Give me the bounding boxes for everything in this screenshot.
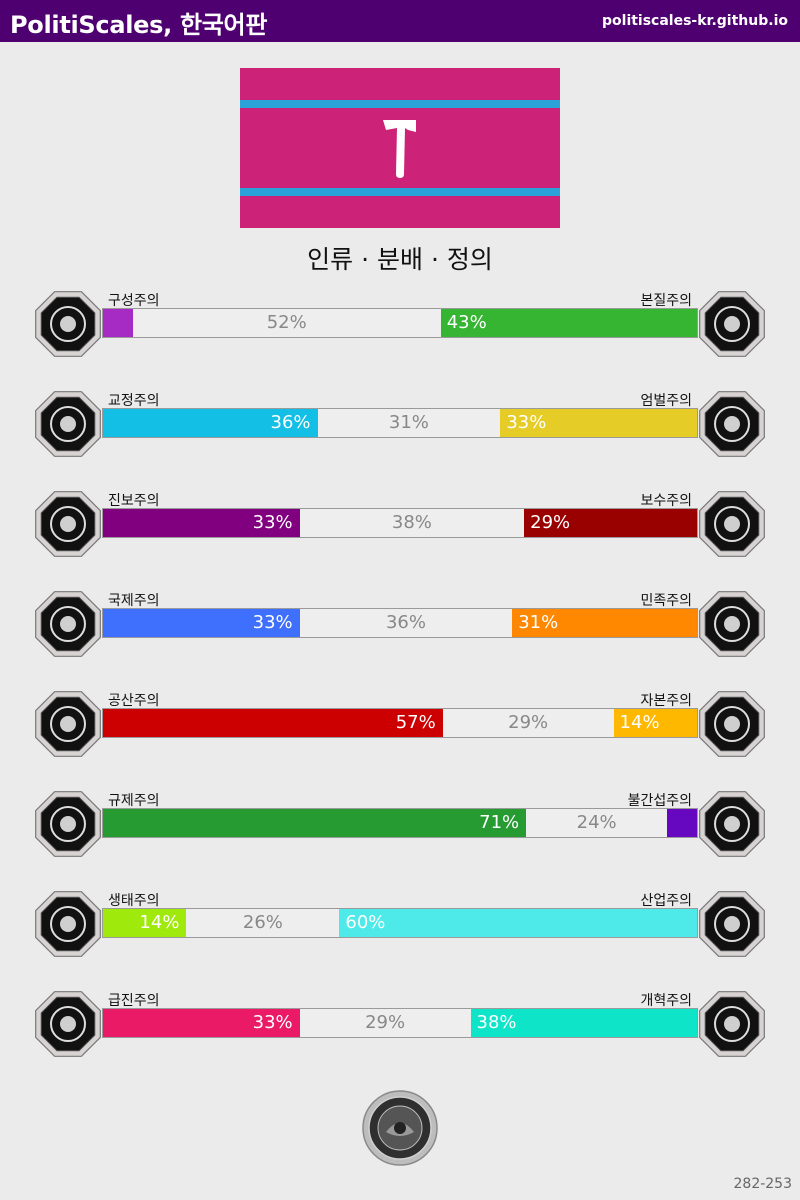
axis-right-label: 산업주의 (640, 893, 692, 909)
hammer-sickle-icon (35, 691, 101, 757)
axis-neutral-percent: 29% (365, 1012, 406, 1033)
result-flag (240, 68, 560, 228)
flower-icon (699, 291, 765, 357)
axis-neutral-percent: 31% (388, 412, 429, 433)
axis-left-percent (102, 308, 126, 338)
fist-icon (35, 991, 101, 1057)
axis-right-percent: 33% (506, 412, 547, 433)
axis-right-segment (524, 509, 697, 537)
axis-neutral-percent: 36% (385, 612, 426, 633)
axis-left-segment (103, 309, 133, 337)
flag-icon (699, 591, 765, 657)
butterfly-icon (699, 791, 765, 857)
axis-left-label: 진보주의 (108, 493, 160, 509)
axis-left-segment (103, 709, 443, 737)
axis-left-label: 교정주의 (108, 393, 160, 409)
axis-right-segment (339, 909, 697, 937)
axis-right-percent (673, 808, 698, 838)
axis-row-ecology-productivism: 생태주의 산업주의 14% 26% 60% (0, 888, 800, 978)
axis-left-percent: 57% (395, 712, 436, 733)
rocket-icon (35, 491, 101, 557)
axis-row-rehabilitative-punitive: 교정주의 엄벌주의 36% 31% 33% (0, 388, 800, 478)
axis-left-percent: 33% (252, 512, 293, 533)
app-header: PolitiScales, 한국어판 politiscales-kr.githu… (0, 0, 800, 42)
axis-bar (102, 608, 698, 638)
handshake-icon (35, 391, 101, 457)
axis-bar (102, 1008, 698, 1038)
ideology-name: 인류 · 분배 · 정의 (307, 245, 493, 274)
axis-left-percent: 33% (252, 1012, 293, 1033)
axis-right-segment (613, 709, 697, 737)
axis-left-percent: 71% (479, 812, 520, 833)
axis-left-label: 생태주의 (108, 893, 160, 909)
axis-right-segment (440, 309, 697, 337)
axis-right-label: 민족주의 (640, 593, 692, 609)
axis-right-percent: 43% (446, 312, 487, 333)
ruler-icon (35, 791, 101, 857)
site-url[interactable]: politiscales-kr.github.io (602, 13, 788, 29)
axis-right-label: 자본주의 (640, 693, 692, 709)
axis-row-communism-capitalism: 공산주의 자본주의 57% 29% 14% (0, 688, 800, 778)
hammer-icon (383, 120, 416, 178)
axis-row-constructivism-essentialism: 구성주의 본질주의 52% 43% (0, 288, 800, 378)
axis-row-regulation-laissez-faire: 규제주의 불간섭주의 71% 24% (0, 788, 800, 878)
axis-right-label: 보수주의 (640, 493, 692, 509)
axis-right-segment (470, 1009, 697, 1037)
axis-bar (102, 708, 698, 738)
axis-left-label: 급진주의 (108, 993, 160, 1009)
axis-row-progressive-conservative: 진보주의 보수주의 33% 38% 29% (0, 488, 800, 578)
parliament-icon (699, 991, 765, 1057)
axis-neutral-percent: 38% (391, 512, 432, 533)
axis-right-segment (667, 809, 697, 837)
app-title: PolitiScales, 한국어판 (10, 11, 268, 39)
quill-icon (699, 491, 765, 557)
axis-left-segment (103, 909, 187, 937)
axis-bar (102, 908, 698, 938)
axis-neutral-percent: 52% (266, 312, 307, 333)
axis-row-internationalism-nationalism: 국제주의 민족주의 33% 36% 31% (0, 588, 800, 678)
axis-left-label: 국제주의 (108, 593, 160, 609)
axis-right-percent: 60% (345, 912, 386, 933)
axis-left-percent: 33% (252, 612, 293, 633)
axis-bar (102, 508, 698, 538)
axis-right-percent: 14% (619, 712, 660, 733)
axis-left-label: 구성주의 (108, 293, 160, 309)
eye-icon (35, 291, 101, 357)
axis-right-percent: 31% (518, 612, 559, 633)
axis-bar (102, 408, 698, 438)
seal-icon (362, 1090, 438, 1166)
axis-left-segment (103, 509, 300, 537)
axis-right-percent: 29% (530, 512, 571, 533)
axis-right-percent: 38% (476, 1012, 517, 1033)
axis-row-revolution-reform: 급진주의 개혁주의 33% 29% 38% (0, 988, 800, 1078)
axis-left-percent: 36% (270, 412, 311, 433)
prison-bars-icon (699, 391, 765, 457)
axis-right-segment (512, 609, 697, 637)
axis-bar (102, 308, 698, 338)
money-bag-icon (699, 691, 765, 757)
axis-neutral-percent: 26% (242, 912, 283, 933)
axis-neutral-percent: 24% (576, 812, 617, 833)
axis-right-label: 본질주의 (640, 293, 692, 309)
axis-right-label: 개혁주의 (640, 993, 692, 1009)
axis-left-segment (103, 609, 300, 637)
globe-icon (35, 591, 101, 657)
axis-right-label: 불간섭주의 (627, 793, 692, 809)
result-code: 282-253 (733, 1176, 793, 1192)
axis-right-label: 엄벌주의 (640, 393, 692, 409)
axis-left-label: 공산주의 (108, 693, 160, 709)
axis-left-segment (103, 1009, 300, 1037)
gear-icon (699, 891, 765, 957)
axis-left-segment (103, 409, 318, 437)
sprout-icon (35, 891, 101, 957)
axis-right-segment (500, 409, 697, 437)
axis-bar (102, 808, 698, 838)
axis-left-label: 규제주의 (108, 793, 160, 809)
axis-neutral-percent: 29% (508, 712, 549, 733)
axis-left-percent: 14% (139, 912, 180, 933)
axis-left-segment (103, 809, 527, 837)
